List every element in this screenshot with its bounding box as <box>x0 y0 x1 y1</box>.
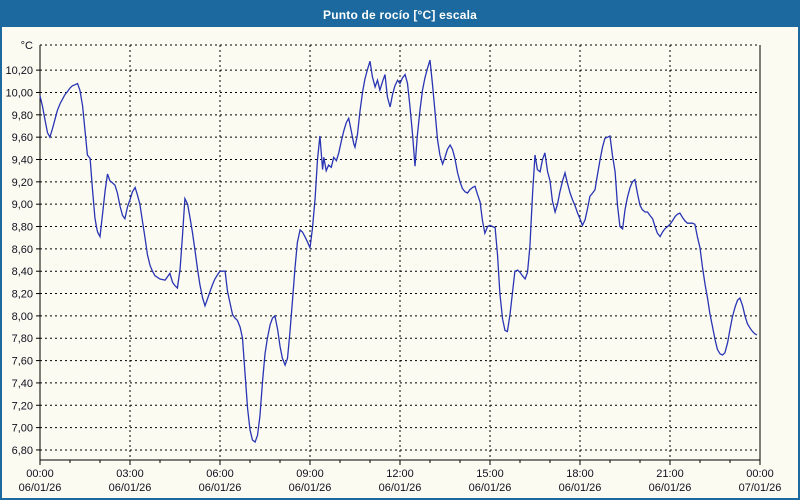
y-tick-label: 6,80 <box>12 445 33 457</box>
y-tick-label: 9,40 <box>12 155 33 167</box>
y-tick-label: 7,40 <box>12 378 33 390</box>
y-tick-label: 7,80 <box>12 333 33 345</box>
x-tick-date-label: 06/01/26 <box>289 482 332 494</box>
x-tick-time-label: 03:00 <box>116 468 144 480</box>
chart-canvas: 10,20 10,00 9,80 9,60 9,40 9,20 9,00 8,80 8,60 8,… <box>5 40 781 494</box>
y-tick-label: 9,00 <box>12 199 33 211</box>
x-tick-time-label: 18:00 <box>566 468 594 480</box>
x-tick-time-label: 06:00 <box>206 468 234 480</box>
y-tick-label: 7,60 <box>12 356 33 368</box>
x-tick-time-label: 00:00 <box>26 468 54 480</box>
x-tick-time-label: 09:00 <box>296 468 324 480</box>
y-tick-label: 9,20 <box>12 177 33 189</box>
x-tick-date-label: 07/01/26 <box>739 482 782 494</box>
x-tick-time-label: 15:00 <box>476 468 504 480</box>
chart-area: 10,20 10,00 9,80 9,60 9,40 9,20 9,00 8,80 8,60 8,… <box>2 27 798 498</box>
x-tick-time-label: 21:00 <box>656 468 684 480</box>
y-tick-label: 9,60 <box>12 132 33 144</box>
x-tick-date-label: 06/01/26 <box>109 482 152 494</box>
x-tick-time-label: 12:00 <box>386 468 414 480</box>
dew-point-series-line <box>39 59 758 444</box>
y-tick-label: 8,20 <box>12 289 33 301</box>
x-tick-date-label: 06/01/26 <box>19 482 62 494</box>
y-tick-label: 9,80 <box>12 110 33 122</box>
y-tick-label: 8,80 <box>12 222 33 234</box>
y-tick-label: 8,00 <box>12 311 33 323</box>
y-tick-label: 7,20 <box>12 400 33 412</box>
x-tick-date-label: 06/01/26 <box>559 482 602 494</box>
y-tick-label: 7,00 <box>12 423 33 435</box>
x-tick-date-label: 06/01/26 <box>649 482 692 494</box>
x-tick-date-label: 06/01/26 <box>199 482 242 494</box>
y-tick-label: 8,40 <box>12 266 33 278</box>
axis-labels: 10,20 10,00 9,80 9,60 9,40 9,20 9,00 8,80 8,60 8,… <box>5 40 781 494</box>
x-tick-date-label: 06/01/26 <box>469 482 512 494</box>
x-tick-date-label: 06/01/26 <box>379 482 422 494</box>
y-tick-label: 10,20 <box>5 65 33 77</box>
y-axis-unit-label: °C <box>21 40 33 52</box>
grid-lines <box>40 44 760 460</box>
y-tick-label: 8,60 <box>12 244 33 256</box>
y-tick-label: 10,00 <box>5 87 33 99</box>
chart-title: Punto de rocío [°C] escala <box>322 7 478 22</box>
x-tick-time-label: 00:00 <box>746 468 774 480</box>
axes <box>36 45 761 465</box>
title-bar: Punto de rocío [°C] escala <box>2 2 798 27</box>
